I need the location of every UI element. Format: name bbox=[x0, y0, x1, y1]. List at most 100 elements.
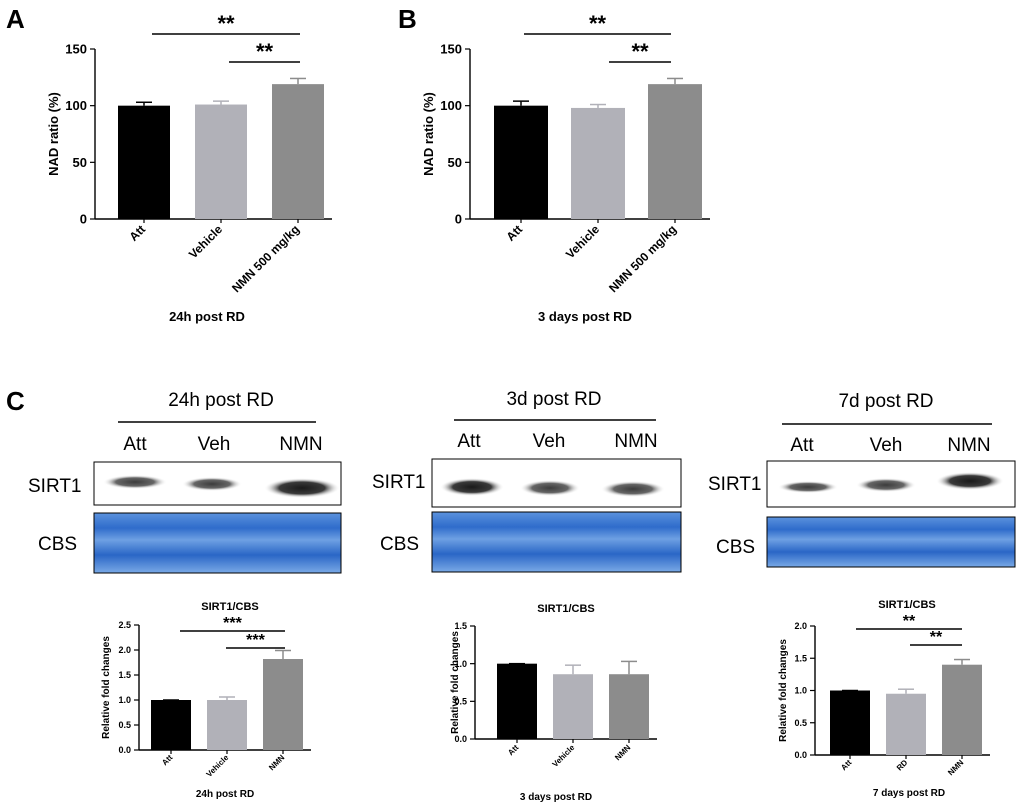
cbs-blot bbox=[431, 511, 682, 573]
chart-title: SIRT1/CBS bbox=[201, 601, 258, 613]
x-axis-label: 7 days post RD bbox=[873, 788, 945, 799]
category-label: Vehicle bbox=[551, 743, 577, 769]
bar-nmn bbox=[648, 84, 702, 219]
sirt1-band bbox=[440, 478, 504, 496]
category-label: Att bbox=[503, 222, 525, 244]
significance-label: ** bbox=[217, 11, 235, 36]
y-tick-label: 50 bbox=[73, 155, 87, 170]
panel-letter-b: B bbox=[398, 4, 417, 34]
category-label: NMN 500 mg/kg bbox=[606, 222, 679, 295]
y-tick-label: 0.5 bbox=[794, 718, 807, 728]
lane-label: NMN bbox=[947, 435, 990, 456]
y-axis-label: Relative fold changes bbox=[101, 636, 112, 739]
category-label: NMN bbox=[613, 743, 632, 762]
y-tick-label: 50 bbox=[448, 155, 462, 170]
lane-label: NMN bbox=[279, 434, 322, 455]
lane-label: Veh bbox=[533, 431, 566, 452]
row-label-sirt1: SIRT1 bbox=[372, 472, 426, 493]
bar-att bbox=[151, 700, 191, 750]
significance-label: ** bbox=[589, 11, 607, 36]
bar-nmn bbox=[609, 674, 649, 739]
bar-att bbox=[497, 663, 537, 739]
row-label-cbs: CBS bbox=[380, 534, 419, 555]
category-label: Att bbox=[126, 222, 148, 244]
y-axis-label: NAD ratio (%) bbox=[46, 92, 61, 176]
y-tick-label: 1.5 bbox=[794, 653, 807, 663]
significance-label: ** bbox=[256, 39, 274, 64]
category-label: Att bbox=[160, 753, 174, 767]
y-tick-label: 100 bbox=[440, 98, 462, 113]
cbs-blot bbox=[93, 512, 342, 574]
y-tick-label: 1.5 bbox=[118, 670, 131, 680]
lane-label: Att bbox=[123, 434, 147, 455]
y-tick-label: 1.0 bbox=[794, 686, 807, 696]
lane-label: NMN bbox=[614, 431, 657, 452]
chart-title: SIRT1/CBS bbox=[878, 599, 935, 611]
y-tick-label: 1.0 bbox=[118, 695, 131, 705]
lane-label: Att bbox=[790, 435, 814, 456]
y-axis-label: Relative fold changes bbox=[450, 631, 461, 734]
row-label-cbs: CBS bbox=[38, 534, 77, 555]
y-tick-label: 0.0 bbox=[454, 734, 467, 744]
row-label-sirt1: SIRT1 bbox=[708, 474, 762, 495]
chart-b-nad-3d: 0 50 100 150 NAD ratio (%) Att Vehicle NMN 500 … bbox=[421, 11, 710, 324]
lane-label: Veh bbox=[870, 435, 903, 456]
category-label: Att bbox=[839, 758, 853, 772]
sirt1-band bbox=[182, 477, 242, 491]
significance-label: ** bbox=[903, 613, 916, 630]
y-tick-label: 100 bbox=[65, 98, 87, 113]
y-tick-label: 1.5 bbox=[454, 621, 467, 631]
significance-label: ** bbox=[930, 629, 943, 646]
sirt1-band bbox=[856, 478, 916, 492]
category-label: Vehicle bbox=[563, 222, 602, 261]
sirt1-band bbox=[778, 481, 838, 493]
blot-title: 7d post RD bbox=[838, 391, 933, 412]
sirt1-band bbox=[520, 480, 580, 496]
category-label: Att bbox=[506, 743, 520, 757]
x-axis-label: 3 days post RD bbox=[520, 792, 592, 803]
y-tick-label: 0.5 bbox=[454, 696, 467, 706]
category-label: NMN bbox=[946, 758, 965, 777]
category-label: NMN bbox=[267, 753, 286, 772]
bar-vehicle bbox=[195, 104, 247, 219]
y-tick-label: 2.0 bbox=[118, 645, 131, 655]
western-blot-7d: 7d post RD Att Veh NMN SIRT1 CBS bbox=[708, 391, 1016, 568]
y-tick-label: 1.0 bbox=[454, 659, 467, 669]
lane-label: Veh bbox=[198, 434, 231, 455]
bar-att bbox=[494, 105, 548, 219]
western-blot-24h: 24h post RD Att Veh NMN SIRT1 CBS bbox=[28, 390, 342, 574]
y-tick-label: 2.5 bbox=[118, 620, 131, 630]
category-label: NMN 500 mg/kg bbox=[229, 222, 302, 295]
western-blot-3d: 3d post RD Att Veh NMN SIRT1 CBS bbox=[372, 389, 682, 573]
y-axis-label: Relative fold changes bbox=[778, 639, 789, 742]
y-tick-label: 0 bbox=[80, 212, 87, 227]
y-tick-label: 0.0 bbox=[794, 750, 807, 760]
significance-label: *** bbox=[246, 632, 265, 649]
bar-vehicle bbox=[207, 700, 247, 750]
sirt1-band bbox=[264, 478, 340, 498]
y-tick-label: 150 bbox=[65, 42, 87, 57]
bar-vehicle bbox=[886, 693, 926, 755]
blot-title: 3d post RD bbox=[506, 389, 601, 410]
category-label: Vehicle bbox=[205, 753, 231, 779]
x-axis-label: 24h post RD bbox=[196, 789, 254, 800]
category-label: RD bbox=[895, 758, 910, 773]
bar-att bbox=[830, 690, 870, 755]
chart-c1-sirt1-24h: SIRT1/CBS 0.0 0.5 1.0 1.5 2.0 2.5 Relative fold… bbox=[101, 601, 311, 800]
significance-label: ** bbox=[631, 39, 649, 64]
panel-letter-a: A bbox=[6, 4, 25, 34]
sirt1-band bbox=[601, 481, 665, 497]
y-axis-label: NAD ratio (%) bbox=[421, 92, 436, 176]
y-tick-label: 150 bbox=[440, 42, 462, 57]
bar-att bbox=[118, 105, 170, 219]
panel-letter-c: C bbox=[6, 386, 25, 416]
x-axis-label: 24h post RD bbox=[169, 309, 245, 324]
x-axis-label: 3 days post RD bbox=[538, 309, 632, 324]
sirt1-band bbox=[103, 475, 167, 489]
y-tick-label: 0.0 bbox=[118, 745, 131, 755]
chart-c3-sirt1-7d: SIRT1/CBS 0.0 0.5 1.0 1.5 2.0 Relative fold ch… bbox=[778, 599, 990, 799]
y-tick-label: 0 bbox=[455, 212, 462, 227]
bar-nmn bbox=[942, 664, 982, 755]
